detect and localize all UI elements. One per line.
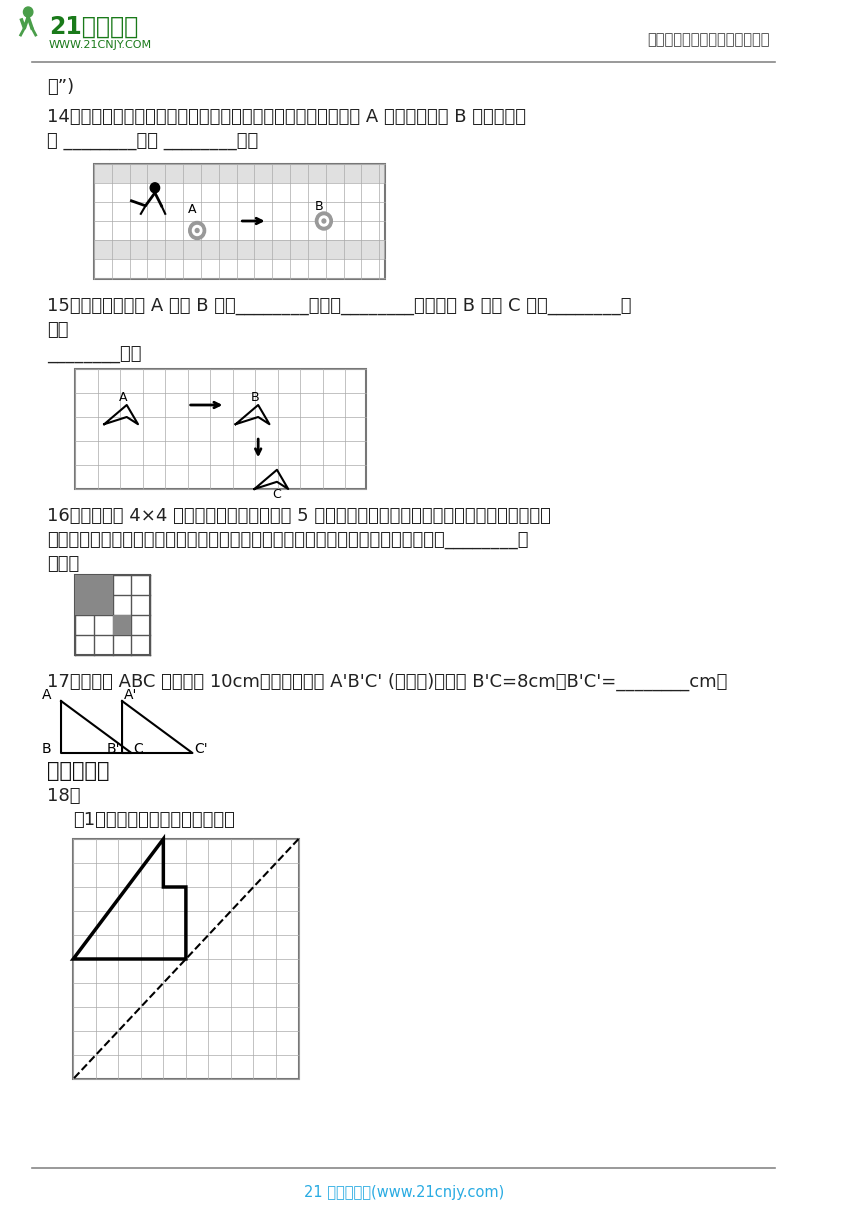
Text: 中小学教育资源及组卷应用平台: 中小学教育资源及组卷应用平台 <box>648 32 770 47</box>
Bar <box>75 575 150 655</box>
Circle shape <box>316 212 332 230</box>
Circle shape <box>319 216 329 226</box>
Text: 四、解答题: 四、解答题 <box>47 761 109 781</box>
Text: B: B <box>250 392 259 404</box>
Text: A: A <box>188 203 197 216</box>
Circle shape <box>195 229 199 232</box>
Text: B': B' <box>107 742 120 756</box>
Text: 移了: 移了 <box>47 321 69 339</box>
Bar <box>94 575 113 595</box>
Text: C: C <box>273 488 281 501</box>
Circle shape <box>23 7 33 17</box>
Bar <box>73 839 298 1079</box>
Bar <box>94 164 385 182</box>
Text: 21 世纪教育网(www.21cnjy.com): 21 世纪教育网(www.21cnjy.com) <box>304 1186 504 1200</box>
Text: 16．如图，在 4×4 的格子图中，已将图中的 5 个小正方形涂上阴影，再从其余小正方形中任选一: 16．如图，在 4×4 的格子图中，已将图中的 5 个小正方形涂上阴影，再从其余… <box>47 507 550 525</box>
Text: 15．如下图，由图 A 到图 B 是向________平移了________格，由图 B 到图 C 是向________平: 15．如下图，由图 A 到图 B 是向________平移了________格，… <box>47 297 631 315</box>
Text: （1）请画出下面图形的另一半。: （1）请画出下面图形的另一半。 <box>73 811 235 829</box>
Text: 17．三角形 ABC 向右平移 10cm，得到三角形 A'B'C' (如右图)，已知 B'C=8cm，B'C'=________cm。: 17．三角形 ABC 向右平移 10cm，得到三角形 A'B'C' (如右图)，… <box>47 672 728 691</box>
Bar <box>94 164 385 278</box>
Text: B: B <box>42 742 52 756</box>
Circle shape <box>193 225 202 236</box>
Circle shape <box>150 182 160 193</box>
Text: 14．冬奥会冰壶项目展现了一种动静之美。如下图所示，冰壶从 A 位置平移到了 B 位置，冰壶: 14．冬奥会冰壶项目展现了一种动静之美。如下图所示，冰壶从 A 位置平移到了 B… <box>47 108 526 126</box>
Bar <box>94 595 113 615</box>
Text: 向 ________平移 ________格。: 向 ________平移 ________格。 <box>47 133 258 150</box>
Text: C: C <box>133 742 143 756</box>
Text: 个涂上阴影，使得整个阴影部分组成的图形是轴对称图形。符合条件的小正方形共有________种: 个涂上阴影，使得整个阴影部分组成的图形是轴对称图形。符合条件的小正方形共有___… <box>47 531 528 548</box>
Text: B: B <box>315 199 323 213</box>
Bar <box>94 240 385 259</box>
Text: A': A' <box>124 688 138 702</box>
Text: 21世纪教育: 21世纪教育 <box>49 15 138 39</box>
Bar <box>75 368 366 489</box>
Text: 转”): 转”) <box>47 78 74 96</box>
Bar <box>113 615 132 635</box>
Text: 情况。: 情况。 <box>47 554 79 573</box>
Bar <box>75 575 94 595</box>
Circle shape <box>322 219 326 223</box>
Text: A: A <box>120 392 128 404</box>
Circle shape <box>188 221 206 240</box>
Text: WWW.21CNJY.COM: WWW.21CNJY.COM <box>49 40 152 50</box>
Text: A: A <box>42 688 52 702</box>
Text: ________格。: ________格。 <box>47 345 141 364</box>
Text: C': C' <box>194 742 208 756</box>
Text: 18．: 18． <box>47 787 81 805</box>
Bar <box>75 595 94 615</box>
